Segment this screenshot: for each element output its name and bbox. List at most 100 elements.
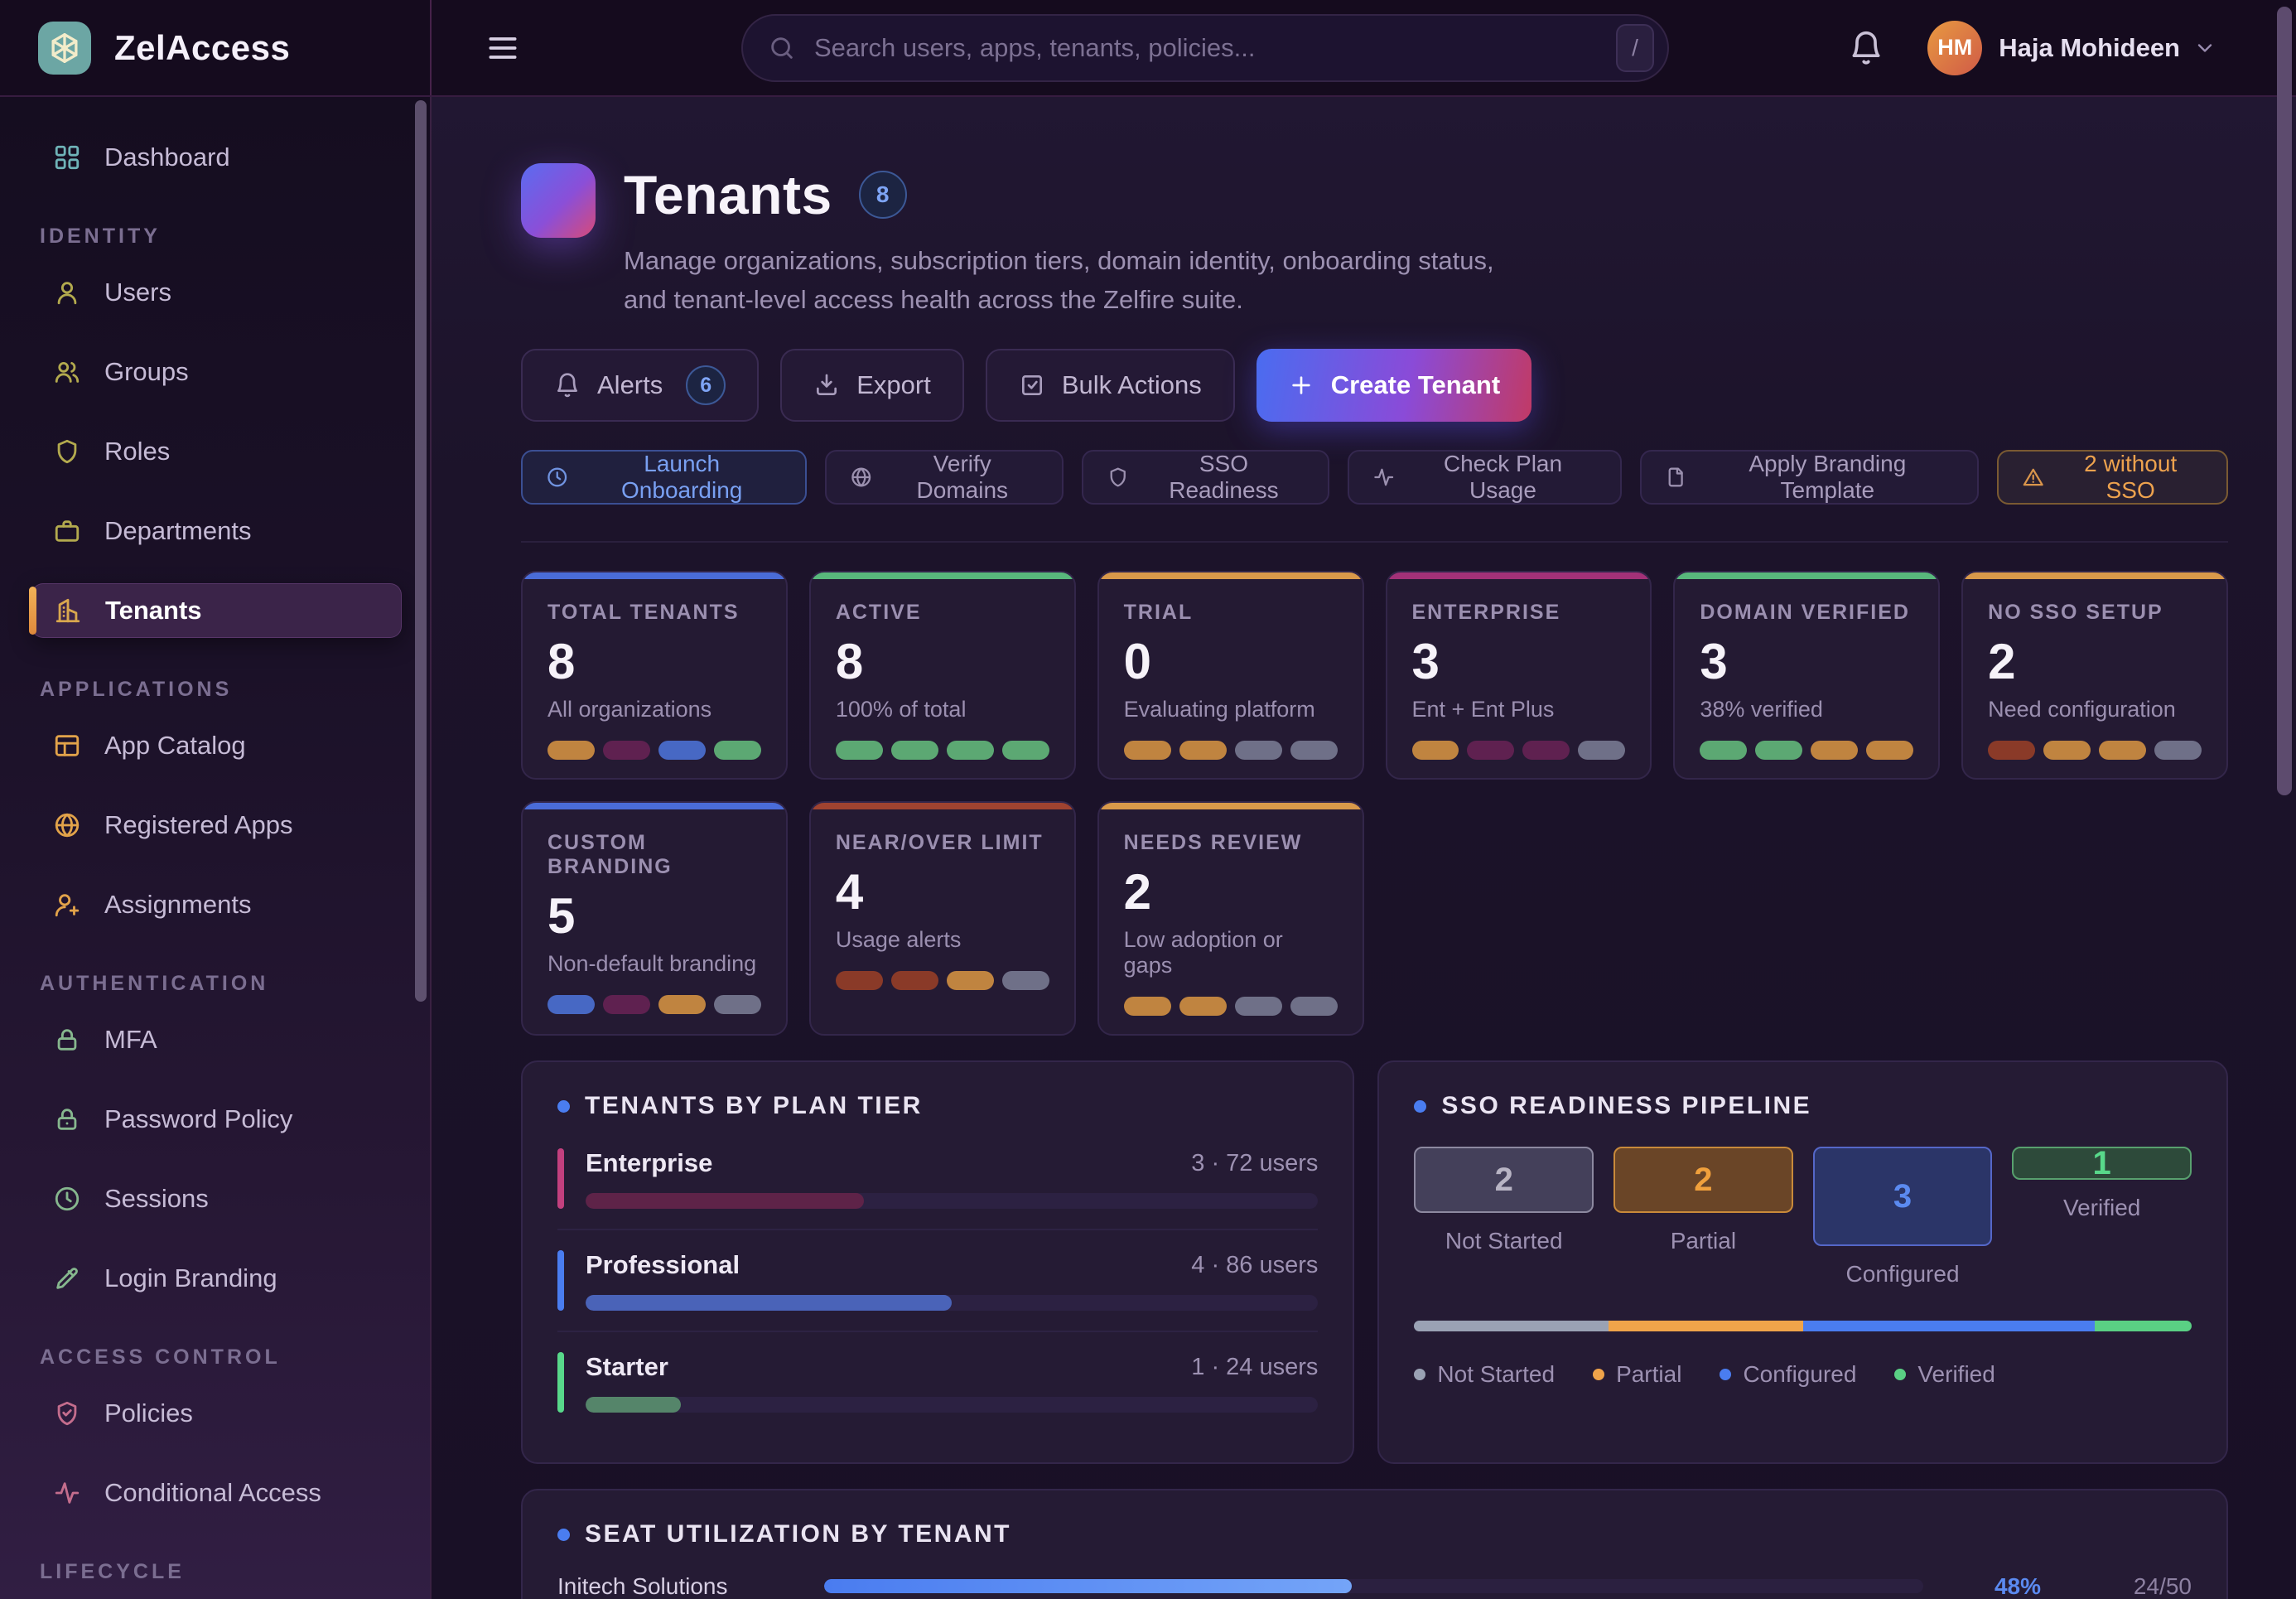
quick-action-chip[interactable]: Launch Onboarding: [521, 450, 807, 505]
sidebar-item[interactable]: Roles: [31, 424, 402, 479]
stat-card: CUSTOM BRANDING 5 Non-default branding: [521, 801, 788, 1036]
sidebar-item[interactable]: Policies: [31, 1386, 402, 1441]
sidebar-item[interactable]: Conditional Access: [31, 1466, 402, 1520]
main-content: Tenants 8 Manage organizations, subscrip…: [432, 97, 2296, 1599]
stat-segment: [602, 741, 650, 761]
tenant-count-badge: 8: [858, 171, 907, 219]
plan-accent-bar: [557, 1250, 564, 1312]
stat-card: NEEDS REVIEW 2 Low adoption or gaps: [1097, 801, 1364, 1036]
menu-icon[interactable]: [485, 30, 521, 66]
page-header: Tenants 8 Manage organizations, subscrip…: [521, 163, 2228, 319]
stat-segments: [547, 995, 761, 1015]
stat-value: 0: [1123, 634, 1152, 690]
legend-dot-icon: [1414, 1369, 1426, 1381]
legend-dot-icon: [1593, 1369, 1605, 1381]
seat-title: SEAT UTILIZATION BY TENANT: [585, 1520, 1011, 1548]
sidebar-item-label: Password Policy: [104, 1104, 293, 1133]
stat-segment: [1234, 741, 1282, 761]
sidebar-item[interactable]: Login Branding: [31, 1251, 402, 1306]
sidebar-item-label: Departments: [104, 516, 252, 545]
quick-action-label: Launch Onboarding: [621, 451, 743, 504]
stat-subtext: 100% of total: [835, 697, 967, 722]
sso-bar-segment: [2094, 1321, 2192, 1332]
quick-action-chip[interactable]: SSO Readiness: [1082, 450, 1330, 505]
stat-segment: [946, 741, 994, 761]
sidebar-section: APPLICATIONS App Catalog Registered Apps: [31, 678, 402, 932]
seat-tenant-name: Initech Solutions: [557, 1572, 728, 1599]
sso-bar-segment: [1609, 1321, 1803, 1332]
quick-action-label: SSO Readiness: [1169, 451, 1279, 504]
user-menu[interactable]: HM Haja Mohideen: [1927, 20, 2216, 75]
stat-subtext: 38% verified: [1700, 697, 1823, 722]
stat-label: TOTAL TENANTS: [547, 601, 740, 625]
shield-icon: [1107, 466, 1129, 489]
sidebar-item[interactable]: Tenants: [29, 583, 402, 638]
plan-meta: 3 · 72 users: [1191, 1149, 1319, 1176]
quick-action-chip[interactable]: Verify Domains: [824, 450, 1064, 505]
action-button[interactable]: Bulk Actions: [985, 349, 1235, 423]
sidebar-item[interactable]: Dashboard: [31, 130, 402, 185]
sidebar-item-label: Sessions: [104, 1184, 209, 1213]
sidebar-item-label: Conditional Access: [104, 1478, 321, 1507]
globe-icon: [53, 811, 81, 839]
sidebar-item[interactable]: Assignments: [31, 877, 402, 932]
sidebar-item[interactable]: MFA: [31, 1012, 402, 1067]
sso-stage-box: 1: [2012, 1145, 2192, 1181]
stat-segments: [547, 741, 761, 761]
activity-icon: [1372, 466, 1395, 489]
sidebar-item[interactable]: Sessions: [31, 1171, 402, 1226]
sidebar-section: Dashboard: [31, 130, 402, 185]
quick-action-chip[interactable]: Apply Branding Template: [1640, 450, 1979, 505]
plan-progress-track: [586, 1193, 1319, 1210]
sidebar-item[interactable]: App Catalog: [31, 718, 402, 773]
sidebar-item[interactable]: Registered Apps: [31, 798, 402, 853]
sidebar-scrollbar[interactable]: [415, 100, 427, 1002]
stat-segments: [835, 741, 1049, 761]
sidebar-item[interactable]: Groups: [31, 345, 402, 399]
stat-subtext: Ent + Ent Plus: [1411, 697, 1555, 722]
stat-segment: [946, 971, 994, 991]
seat-row: Initech Solutions 48% 24/50: [557, 1567, 2192, 1599]
seat-bar-fill: [824, 1579, 1352, 1594]
sidebar: Dashboard IDENTITY Users Groups: [0, 97, 432, 1599]
sidebar-item-label: Registered Apps: [104, 810, 293, 839]
page-scrollbar[interactable]: [2277, 7, 2292, 795]
sso-stage: 2 Not Started: [1414, 1147, 1594, 1254]
quick-action-chip[interactable]: Check Plan Usage: [1348, 450, 1623, 505]
action-button[interactable]: Alerts 6: [521, 349, 760, 423]
action-button[interactable]: Export: [780, 349, 964, 423]
stat-subtext: Usage alerts: [835, 927, 962, 953]
activity-icon: [53, 1479, 81, 1507]
stat-card-accent: [1963, 572, 2226, 580]
sidebar-item[interactable]: Users: [31, 265, 402, 320]
search-input[interactable]: [814, 32, 1598, 63]
plan-progress-fill: [586, 1193, 865, 1210]
section-divider: [521, 541, 2228, 543]
stat-segment: [1988, 741, 2036, 761]
search-bar[interactable]: /: [741, 13, 1669, 82]
legend-item: Configured: [1720, 1361, 1856, 1388]
sidebar-item[interactable]: Password Policy: [31, 1092, 402, 1147]
action-button-label: Alerts: [597, 370, 663, 400]
plan-meta: 4 · 86 users: [1191, 1251, 1319, 1278]
sidebar-item-label: Login Branding: [104, 1263, 277, 1292]
quick-action-chip[interactable]: 2 without SSO: [1996, 450, 2229, 505]
sidebar-item[interactable]: Departments: [31, 504, 402, 558]
alerts-count-badge: 6: [686, 365, 726, 406]
stat-cards: TOTAL TENANTS 8 All organizations ACTIVE…: [521, 571, 2228, 1036]
quick-action-chips: Launch Onboarding Verify Domains SSO Rea…: [521, 450, 2229, 505]
sidebar-item-label: Tenants: [105, 596, 202, 625]
sso-stage: 1 Verified: [2012, 1145, 2192, 1221]
chart-panels: TENANTS BY PLAN TIER Enterprise 3 · 72 u…: [521, 1060, 2228, 1465]
plan-meta: 1 · 24 users: [1191, 1353, 1319, 1380]
stat-label: NEEDS REVIEW: [1123, 831, 1303, 855]
stat-segments: [1123, 741, 1338, 761]
search-shortcut-key: /: [1616, 23, 1654, 72]
user-plus-icon: [53, 891, 81, 919]
seat-utilization-panel: SEAT UTILIZATION BY TENANT Initech Solut…: [521, 1489, 2228, 1599]
action-button[interactable]: Create Tenant: [1256, 349, 1532, 423]
stat-segment: [713, 741, 761, 761]
stat-segment: [1234, 997, 1282, 1017]
bell-icon[interactable]: [1848, 30, 1884, 66]
alert-triangle-icon: [2022, 466, 2044, 489]
